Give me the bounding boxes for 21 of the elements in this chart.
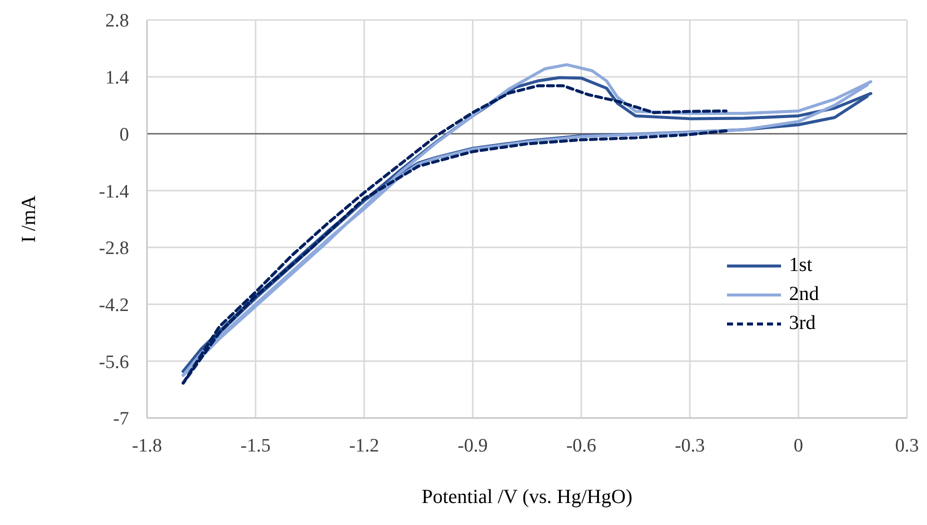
legend-label: 3rd <box>789 312 816 335</box>
x-axis-title: Potential /V (vs. Hg/HgO) <box>422 486 632 508</box>
legend-label: 2nd <box>789 283 819 306</box>
x-tick-label: -0.9 <box>458 435 488 456</box>
x-tick-label: -1.8 <box>132 435 162 456</box>
y-tick-label: 2.8 <box>105 10 129 32</box>
x-tick-label: -0.3 <box>674 435 705 456</box>
y-tick-label: 1.4 <box>105 68 130 89</box>
y-tick-label: -7 <box>113 408 129 430</box>
y-axis-title: I /mA <box>18 194 40 243</box>
legend-label: 1st <box>789 254 812 277</box>
x-tick-label: -1.2 <box>349 435 380 456</box>
y-tick-label: -4.2 <box>98 295 129 316</box>
x-tick-label: 0 <box>794 435 804 456</box>
y-tick-label: -1.4 <box>98 181 130 202</box>
y-tick-label: -2.8 <box>98 238 129 260</box>
y-tick-label: -5.6 <box>98 352 129 373</box>
y-tick-label: 0 <box>120 124 129 146</box>
x-tick-label: -1.5 <box>240 435 271 456</box>
x-tick-label: -0.6 <box>566 435 596 456</box>
x-tick-label: 0.3 <box>895 435 919 456</box>
